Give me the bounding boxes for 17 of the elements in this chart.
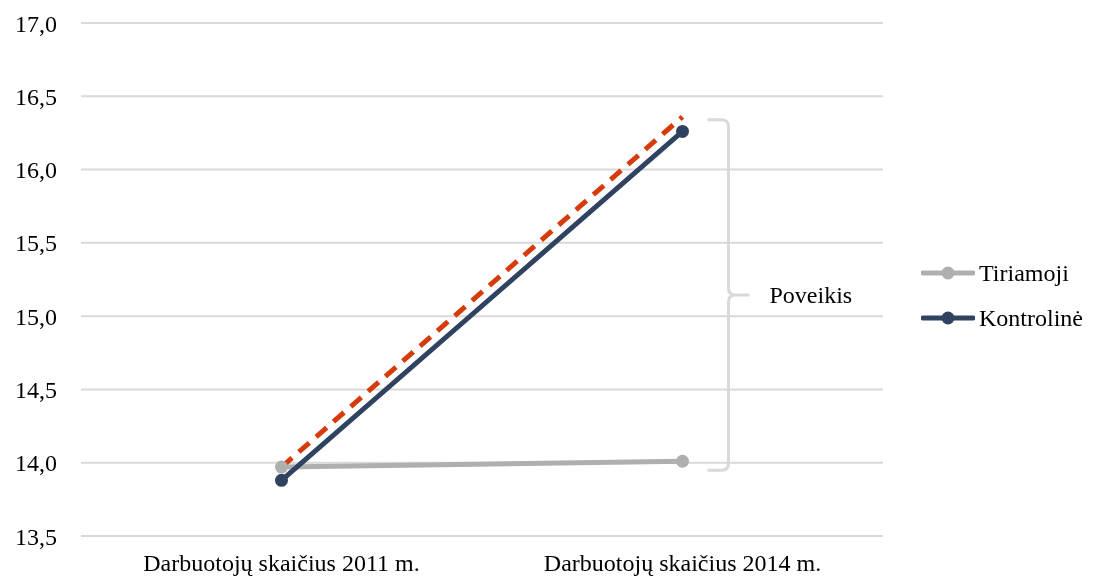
y-tick-label: 17,0 — [15, 10, 57, 37]
annotation: Poveikis — [769, 282, 853, 309]
point — [275, 473, 288, 487]
y-tick-label: 15,0 — [15, 303, 57, 330]
legend-label: Kontrolinė — [979, 304, 1083, 332]
y-tick-label: 13,5 — [15, 523, 57, 550]
point — [275, 460, 288, 474]
x-tick-label: Darbuotojų skaičius 2014 m. — [543, 550, 822, 577]
y-tick-label: 16,5 — [15, 83, 57, 110]
y-tick-label: 16,0 — [15, 157, 57, 184]
legend-label: Tiriamoji — [979, 259, 1069, 287]
point — [676, 124, 689, 138]
y-tick-label: 14,0 — [15, 450, 57, 477]
y-tick-label: 14,5 — [15, 376, 57, 403]
point — [676, 454, 689, 468]
y-tick-label: 15,5 — [15, 230, 57, 257]
x-tick-label: Darbuotojų skaičius 2011 m. — [143, 550, 420, 577]
